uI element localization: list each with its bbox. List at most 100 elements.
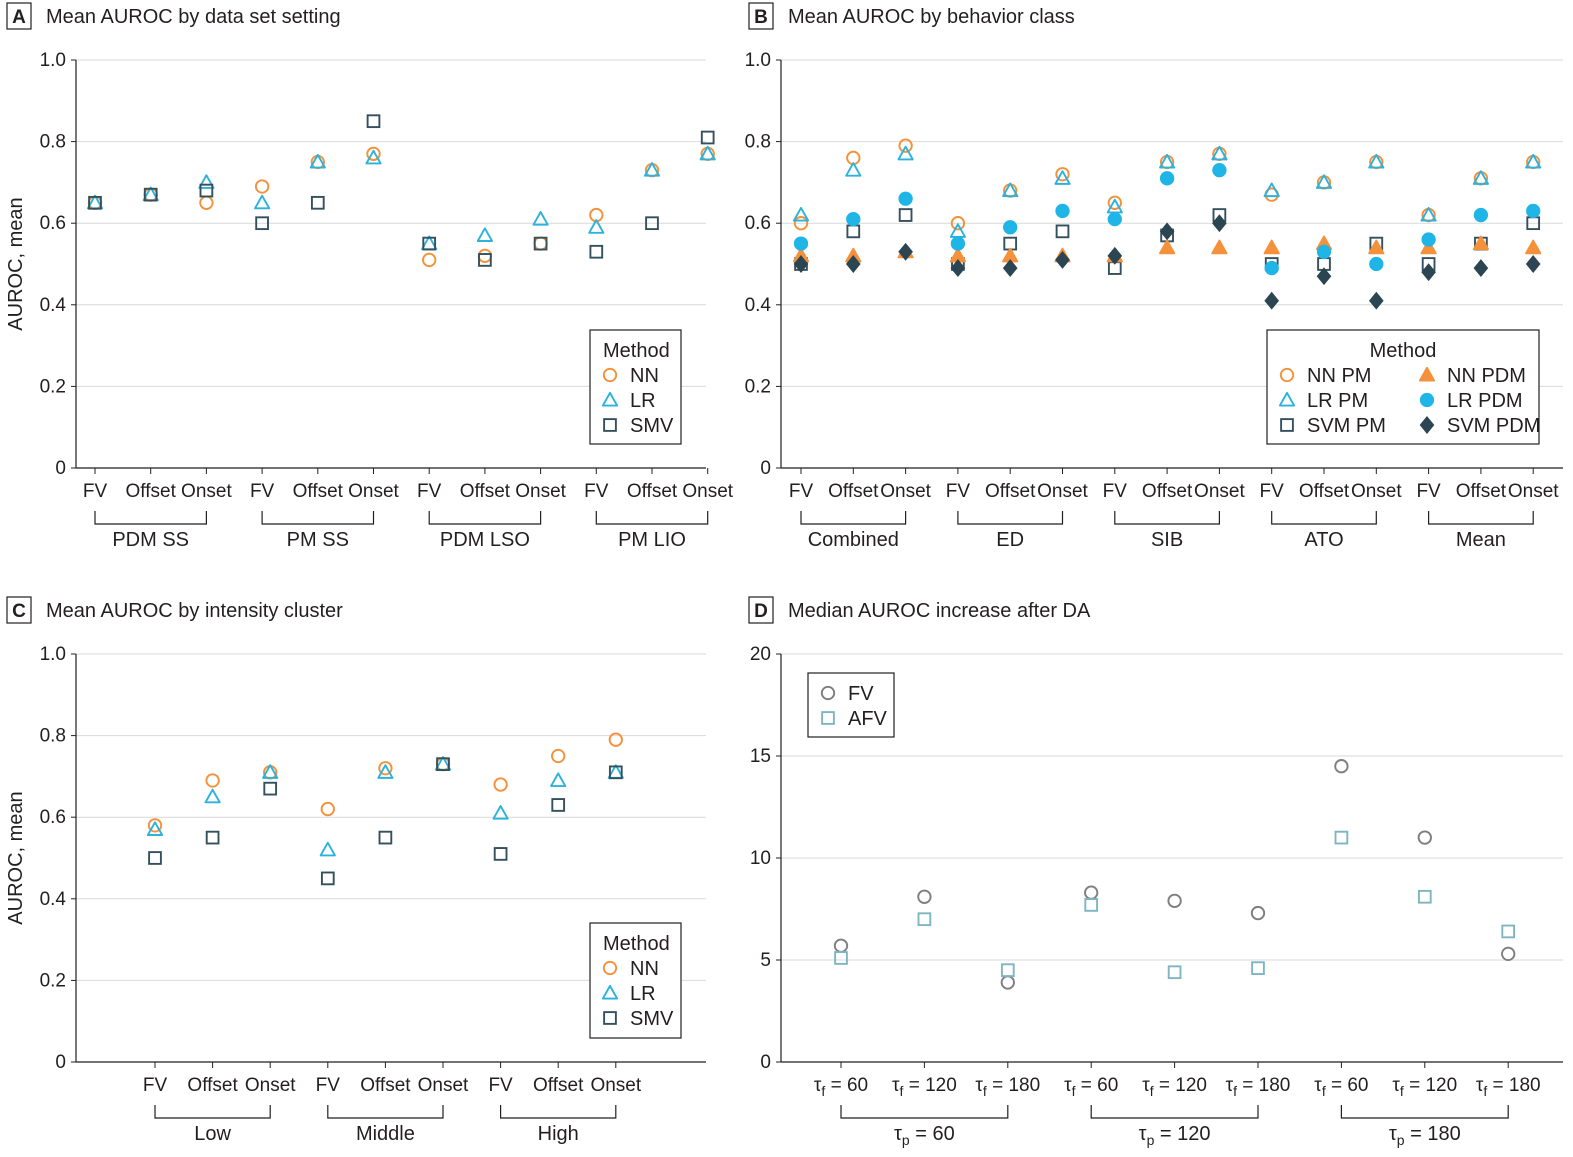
y-tick-label: 0 bbox=[760, 458, 771, 479]
data-point bbox=[366, 146, 381, 161]
panel-c: C Mean AUROC by intensity cluster 0 0.2 0.4 0… bbox=[5, 596, 706, 1145]
panel-letter: D bbox=[754, 601, 768, 622]
x-tick-label: Offset bbox=[1299, 481, 1350, 502]
legend-label: SMV bbox=[630, 415, 674, 437]
data-point bbox=[608, 732, 623, 747]
data-point bbox=[1002, 259, 1018, 278]
data-point bbox=[148, 851, 162, 865]
x-tick-label: Onset bbox=[1508, 481, 1559, 502]
data-point bbox=[255, 216, 269, 231]
y-tick-label: 15 bbox=[750, 746, 771, 767]
x-tick-label: τf = 60 bbox=[1064, 1075, 1118, 1099]
data-point bbox=[366, 114, 381, 129]
data-point bbox=[1473, 259, 1489, 278]
y-tick-label: 0.8 bbox=[40, 726, 66, 747]
y-tick-label: 1.0 bbox=[40, 644, 66, 665]
data-point bbox=[146, 821, 164, 836]
data-point bbox=[898, 242, 913, 261]
data-point bbox=[1000, 975, 1015, 990]
data-point bbox=[898, 191, 913, 206]
legend-marker bbox=[1418, 366, 1436, 382]
y-tick-label: 0 bbox=[55, 1052, 66, 1073]
data-point bbox=[254, 194, 271, 210]
data-point bbox=[1473, 207, 1489, 223]
data-point bbox=[1167, 965, 1182, 980]
data-point bbox=[532, 211, 549, 226]
data-point bbox=[1420, 239, 1437, 255]
legend-marker bbox=[1280, 418, 1294, 432]
data-point bbox=[550, 772, 567, 787]
data-point bbox=[319, 841, 336, 857]
legend-marker bbox=[1279, 367, 1295, 383]
x-tick-label: Offset bbox=[126, 481, 177, 502]
data-point bbox=[493, 847, 508, 861]
data-point bbox=[1315, 174, 1333, 189]
data-point bbox=[1525, 255, 1541, 273]
x-tick-label: Offset bbox=[293, 481, 344, 502]
data-point bbox=[699, 145, 716, 161]
data-point bbox=[1055, 250, 1070, 269]
data-point bbox=[1107, 195, 1122, 210]
data-point bbox=[1055, 203, 1070, 219]
x-tick-label: τf = 120 bbox=[892, 1075, 957, 1099]
x-tick-label: Onset bbox=[1037, 481, 1088, 502]
x-tick-label: FV bbox=[417, 481, 442, 502]
data-point bbox=[1369, 256, 1384, 272]
y-tick-label: 5 bbox=[760, 950, 771, 971]
y-axis-label: AUROC, mean bbox=[5, 791, 27, 924]
data-point bbox=[950, 236, 966, 251]
group-label: Mean bbox=[1456, 529, 1506, 551]
data-point bbox=[262, 764, 279, 779]
data-point bbox=[1107, 246, 1123, 265]
legend-label: AFV bbox=[848, 708, 888, 730]
data-point bbox=[533, 236, 548, 251]
data-point bbox=[436, 757, 450, 772]
data-point bbox=[950, 216, 966, 231]
y-tick-label: 0.6 bbox=[40, 213, 66, 234]
data-point bbox=[478, 253, 492, 267]
data-point bbox=[897, 145, 914, 161]
data-point bbox=[1264, 260, 1279, 276]
data-point bbox=[551, 798, 566, 812]
legend-label: LR PM bbox=[1307, 390, 1368, 412]
legend-label: SVM PDM bbox=[1447, 415, 1540, 437]
group-label: Combined bbox=[808, 529, 899, 551]
x-tick-label: Onset bbox=[1351, 481, 1402, 502]
group-label: τp = 120 bbox=[1139, 1123, 1211, 1148]
legend-label: NN PM bbox=[1307, 365, 1371, 387]
data-point bbox=[493, 777, 508, 792]
group-bracket bbox=[1114, 511, 1220, 525]
data-point bbox=[378, 761, 393, 776]
data-point bbox=[1054, 170, 1071, 185]
data-point bbox=[1159, 239, 1176, 255]
legend-marker bbox=[602, 960, 618, 976]
x-tick-label: FV bbox=[83, 481, 108, 502]
group-label: PDM LSO bbox=[440, 529, 530, 551]
group-bracket bbox=[595, 511, 709, 525]
x-tick-label: Onset bbox=[181, 481, 232, 502]
legend-label: NN bbox=[630, 365, 659, 387]
legend-box bbox=[807, 672, 895, 738]
panel-letter-box bbox=[748, 2, 774, 30]
data-point bbox=[204, 788, 221, 804]
y-tick-label: 1.0 bbox=[40, 50, 66, 71]
legend-marker bbox=[603, 418, 617, 432]
legend-box bbox=[1266, 329, 1540, 445]
legend-marker bbox=[602, 367, 618, 383]
data-point bbox=[1211, 239, 1228, 255]
data-point bbox=[476, 227, 493, 242]
panel-letter: A bbox=[12, 7, 26, 28]
data-point bbox=[792, 206, 810, 222]
data-point bbox=[645, 216, 659, 231]
panel-letter-box bbox=[6, 596, 32, 624]
panel-letter: B bbox=[754, 7, 768, 28]
x-tick-label: FV bbox=[1260, 481, 1285, 502]
x-tick-label: τf = 180 bbox=[1226, 1075, 1291, 1099]
x-tick-label: FV bbox=[143, 1075, 168, 1096]
data-point bbox=[1002, 182, 1019, 198]
data-point bbox=[845, 255, 861, 273]
legend-marker bbox=[820, 685, 836, 701]
panel-title: Mean AUROC by intensity cluster bbox=[46, 600, 343, 622]
x-tick-label: FV bbox=[946, 481, 971, 502]
data-point bbox=[793, 255, 809, 273]
